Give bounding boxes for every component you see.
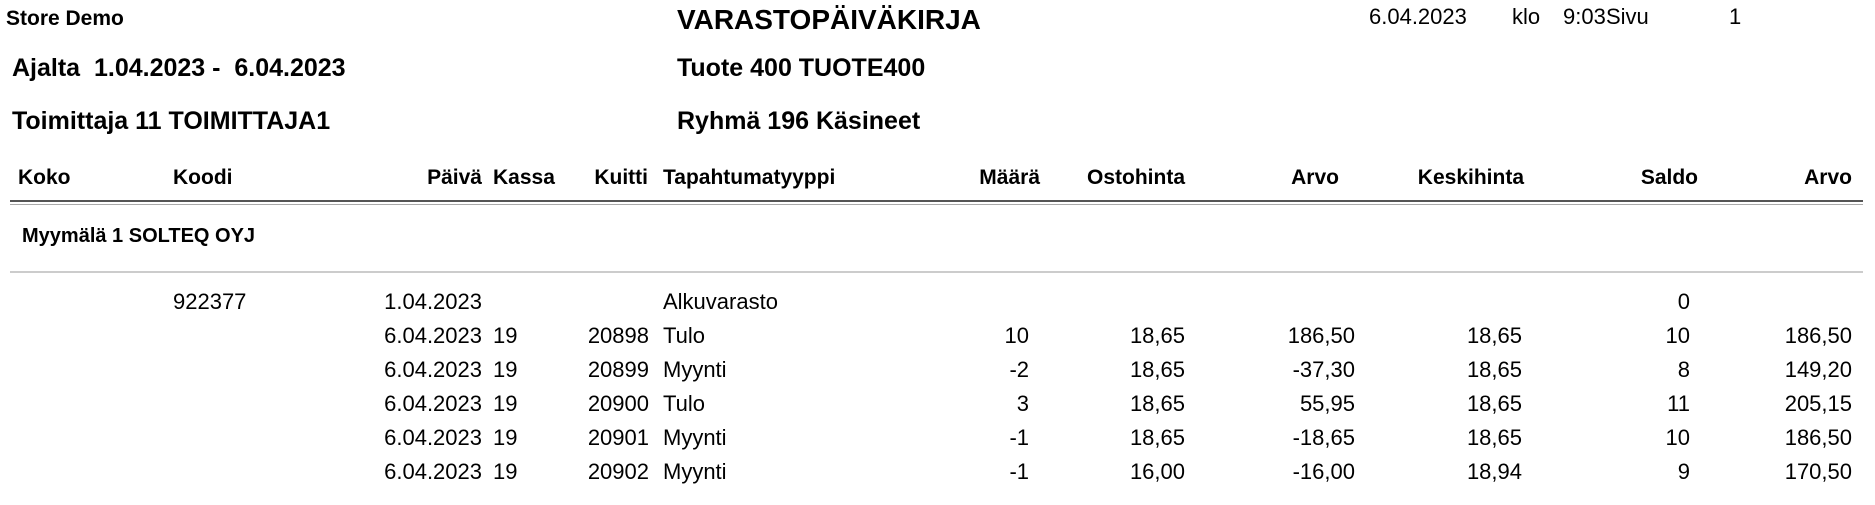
header-divider (10, 200, 1863, 205)
company-name: Store Demo (6, 7, 124, 30)
column-header-kuitti: Kuitti (594, 166, 648, 189)
column-header-tapahtumatyyppi: Tapahtumatyyppi (663, 166, 836, 189)
cell-maara: 3 (1016, 391, 1029, 416)
print-time: 9:03 (1563, 4, 1606, 29)
cell-kuitti: 20900 (587, 391, 649, 416)
cell-saldo: 10 (1665, 425, 1690, 450)
cell-kassa: 19 (493, 323, 518, 348)
cell-arvo: -18,65 (1292, 425, 1355, 450)
cell-ostohinta: 16,00 (1129, 459, 1185, 484)
cell-paiva: 6.04.2023 (384, 391, 482, 416)
column-header-saldo-arvo: Arvo (1804, 166, 1852, 189)
cell-saldo-arvo: 186,50 (1784, 323, 1852, 348)
cell-saldo-arvo: 205,15 (1784, 391, 1852, 416)
cell-keskihinta: 18,65 (1466, 425, 1522, 450)
product: Tuote 400 TUOTE400 (677, 54, 926, 82)
cell-kassa: 19 (493, 459, 518, 484)
column-header-keskihinta: Keskihinta (1417, 166, 1524, 189)
store-divider (10, 271, 1863, 273)
cell-saldo: 10 (1665, 323, 1690, 348)
cell-tyyppi: Myynti (663, 357, 727, 382)
column-header-koodi: Koodi (173, 166, 233, 189)
cell-arvo: -16,00 (1292, 459, 1355, 484)
cell-saldo-arvo: 170,50 (1784, 459, 1852, 484)
cell-paiva: 6.04.2023 (384, 425, 482, 450)
cell-saldo-arvo: 186,50 (1784, 425, 1852, 450)
cell-tyyppi: Myynti (663, 459, 727, 484)
column-header-ostohinta: Ostohinta (1087, 166, 1185, 189)
cell-kuitti: 20901 (587, 425, 649, 450)
cell-tyyppi: Tulo (663, 391, 705, 416)
cell-arvo: 186,50 (1287, 323, 1355, 348)
cell-koodi: 922377 (173, 289, 247, 314)
cell-saldo: 9 (1677, 459, 1690, 484)
cell-keskihinta: 18,94 (1466, 459, 1522, 484)
column-header-saldo: Saldo (1640, 166, 1698, 189)
cell-kassa: 19 (493, 425, 518, 450)
cell-kuitti: 20902 (587, 459, 649, 484)
cell-maara: -1 (1009, 459, 1029, 484)
report-title: VARASTOPÄIVÄKIRJA (677, 4, 981, 35)
supplier: Toimittaja 11 TOIMITTAJA1 (12, 107, 331, 135)
cell-keskihinta: 18,65 (1466, 357, 1522, 382)
cell-arvo: 55,95 (1299, 391, 1355, 416)
cell-saldo: 0 (1677, 289, 1690, 314)
cell-paiva: 6.04.2023 (384, 323, 482, 348)
print-date: 6.04.2023 (1369, 4, 1467, 29)
cell-kassa: 19 (493, 357, 518, 382)
cell-ostohinta: 18,65 (1129, 425, 1185, 450)
page-number: 1 (1729, 4, 1742, 29)
cell-maara: 10 (1004, 323, 1029, 348)
column-header-paiva: Päivä (427, 166, 482, 189)
cell-paiva: 6.04.2023 (384, 357, 482, 382)
cell-maara: -2 (1009, 357, 1029, 382)
time-label: klo (1512, 4, 1541, 29)
cell-maara: -1 (1009, 425, 1029, 450)
column-header-koko: Koko (18, 166, 71, 189)
cell-saldo-arvo: 149,20 (1784, 357, 1852, 382)
cell-ostohinta: 18,65 (1129, 357, 1185, 382)
store-heading: Myymälä 1 SOLTEQ OYJ (22, 225, 256, 247)
cell-saldo: 8 (1677, 357, 1690, 382)
cell-keskihinta: 18,65 (1466, 391, 1522, 416)
cell-kuitti: 20898 (587, 323, 649, 348)
cell-paiva: 1.04.2023 (384, 289, 482, 314)
cell-tyyppi: Myynti (663, 425, 727, 450)
cell-saldo: 11 (1667, 391, 1690, 416)
cell-arvo: -37,30 (1292, 357, 1355, 382)
column-header-maara: Määrä (979, 166, 1040, 189)
page-label: Sivu (1606, 4, 1649, 29)
column-header-kassa: Kassa (493, 166, 555, 189)
cell-keskihinta: 18,65 (1466, 323, 1522, 348)
column-header-arvo: Arvo (1291, 166, 1339, 189)
cell-kuitti: 20899 (587, 357, 649, 382)
cell-tyyppi: Alkuvarasto (663, 289, 778, 314)
cell-ostohinta: 18,65 (1129, 391, 1185, 416)
cell-tyyppi: Tulo (663, 323, 705, 348)
cell-ostohinta: 18,65 (1129, 323, 1185, 348)
cell-kassa: 19 (493, 391, 518, 416)
product-group: Ryhmä 196 Käsineet (677, 107, 921, 135)
cell-paiva: 6.04.2023 (384, 459, 482, 484)
period: Ajalta 1.04.2023 - 6.04.2023 (12, 54, 346, 82)
